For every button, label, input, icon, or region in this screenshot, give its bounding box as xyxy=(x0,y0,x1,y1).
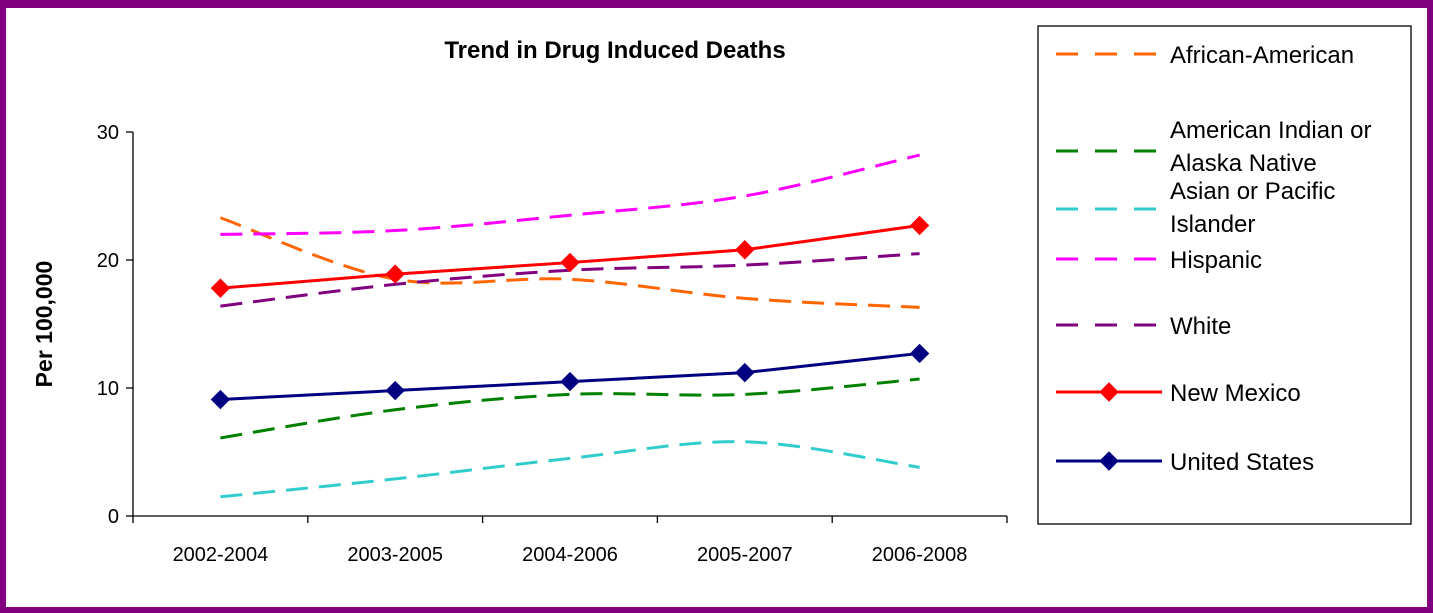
legend-marker xyxy=(1099,451,1119,471)
series-african-american xyxy=(219,216,920,309)
series-layer xyxy=(210,153,930,499)
x-tick-label: 2006-2008 xyxy=(872,544,968,566)
y-tick-label: 10 xyxy=(97,378,119,400)
line-chart: Trend in Drug Induced Deaths Per 100,000… xyxy=(31,25,1412,566)
legend-label: New Mexico xyxy=(1170,380,1301,407)
legend-entry-asian-or-pacific-islander: Asian or Pacific Islander xyxy=(1056,178,1335,238)
series-new-mexico xyxy=(210,215,930,298)
y-tick-label: 20 xyxy=(97,250,119,272)
legend-label: United States xyxy=(1170,449,1314,476)
series-american-indian-or-alaska-native xyxy=(220,377,920,440)
legend-label: White xyxy=(1170,313,1231,340)
data-point xyxy=(385,264,405,284)
legend-entry-hispanic: Hispanic xyxy=(1056,247,1262,274)
data-point xyxy=(210,389,231,410)
series-line xyxy=(219,216,920,309)
legend-entry-american-indian-or-alaska-native: American Indian or Alaska Native xyxy=(1056,117,1371,177)
data-point xyxy=(385,380,405,401)
legend-label: Hispanic xyxy=(1170,247,1262,274)
legend-label: Asian or Pacific Islander xyxy=(1170,178,1335,238)
x-tick-label: 2005-2007 xyxy=(697,544,793,566)
data-point xyxy=(560,371,580,392)
legend-marker xyxy=(1099,382,1119,402)
series-line xyxy=(220,377,920,440)
series-united-states xyxy=(210,343,930,410)
series-asian-or-pacific-islander xyxy=(220,440,920,499)
x-tick-label: 2004-2006 xyxy=(522,544,618,566)
legend: African-American American Indian or Alaska… xyxy=(1037,25,1412,525)
y-tick-label: 0 xyxy=(108,506,119,528)
legend-entry-new-mexico: New Mexico xyxy=(1056,380,1301,407)
legend-entry-african-american: African-American xyxy=(1056,42,1354,69)
data-point xyxy=(560,252,580,273)
series-line xyxy=(220,440,920,499)
y-axis-label: Per 100,000 xyxy=(31,261,57,388)
x-tick-label: 2002-2004 xyxy=(173,544,269,566)
chart-frame: Trend in Drug Induced Deaths Per 100,000… xyxy=(6,8,1427,607)
legend-label: African-American xyxy=(1170,42,1354,69)
series-hispanic xyxy=(220,153,920,236)
data-point xyxy=(735,362,755,383)
data-point xyxy=(909,343,930,364)
x-tick-label: 2003-2005 xyxy=(347,544,443,566)
legend-box xyxy=(1037,25,1412,525)
legend-label: American Indian or Alaska Native xyxy=(1170,117,1371,177)
data-point xyxy=(909,215,930,236)
data-point xyxy=(735,240,755,260)
series-line xyxy=(220,153,920,236)
data-point xyxy=(210,278,231,298)
axes: 0 10 20 30 2002-2004 2003-2005 2004-2006 2005-2… xyxy=(97,122,1008,566)
chart-title: Trend in Drug Induced Deaths xyxy=(444,37,785,64)
y-tick-label: 30 xyxy=(97,122,119,144)
legend-entry-white: White xyxy=(1056,313,1231,340)
legend-entry-united-states: United States xyxy=(1056,449,1314,476)
